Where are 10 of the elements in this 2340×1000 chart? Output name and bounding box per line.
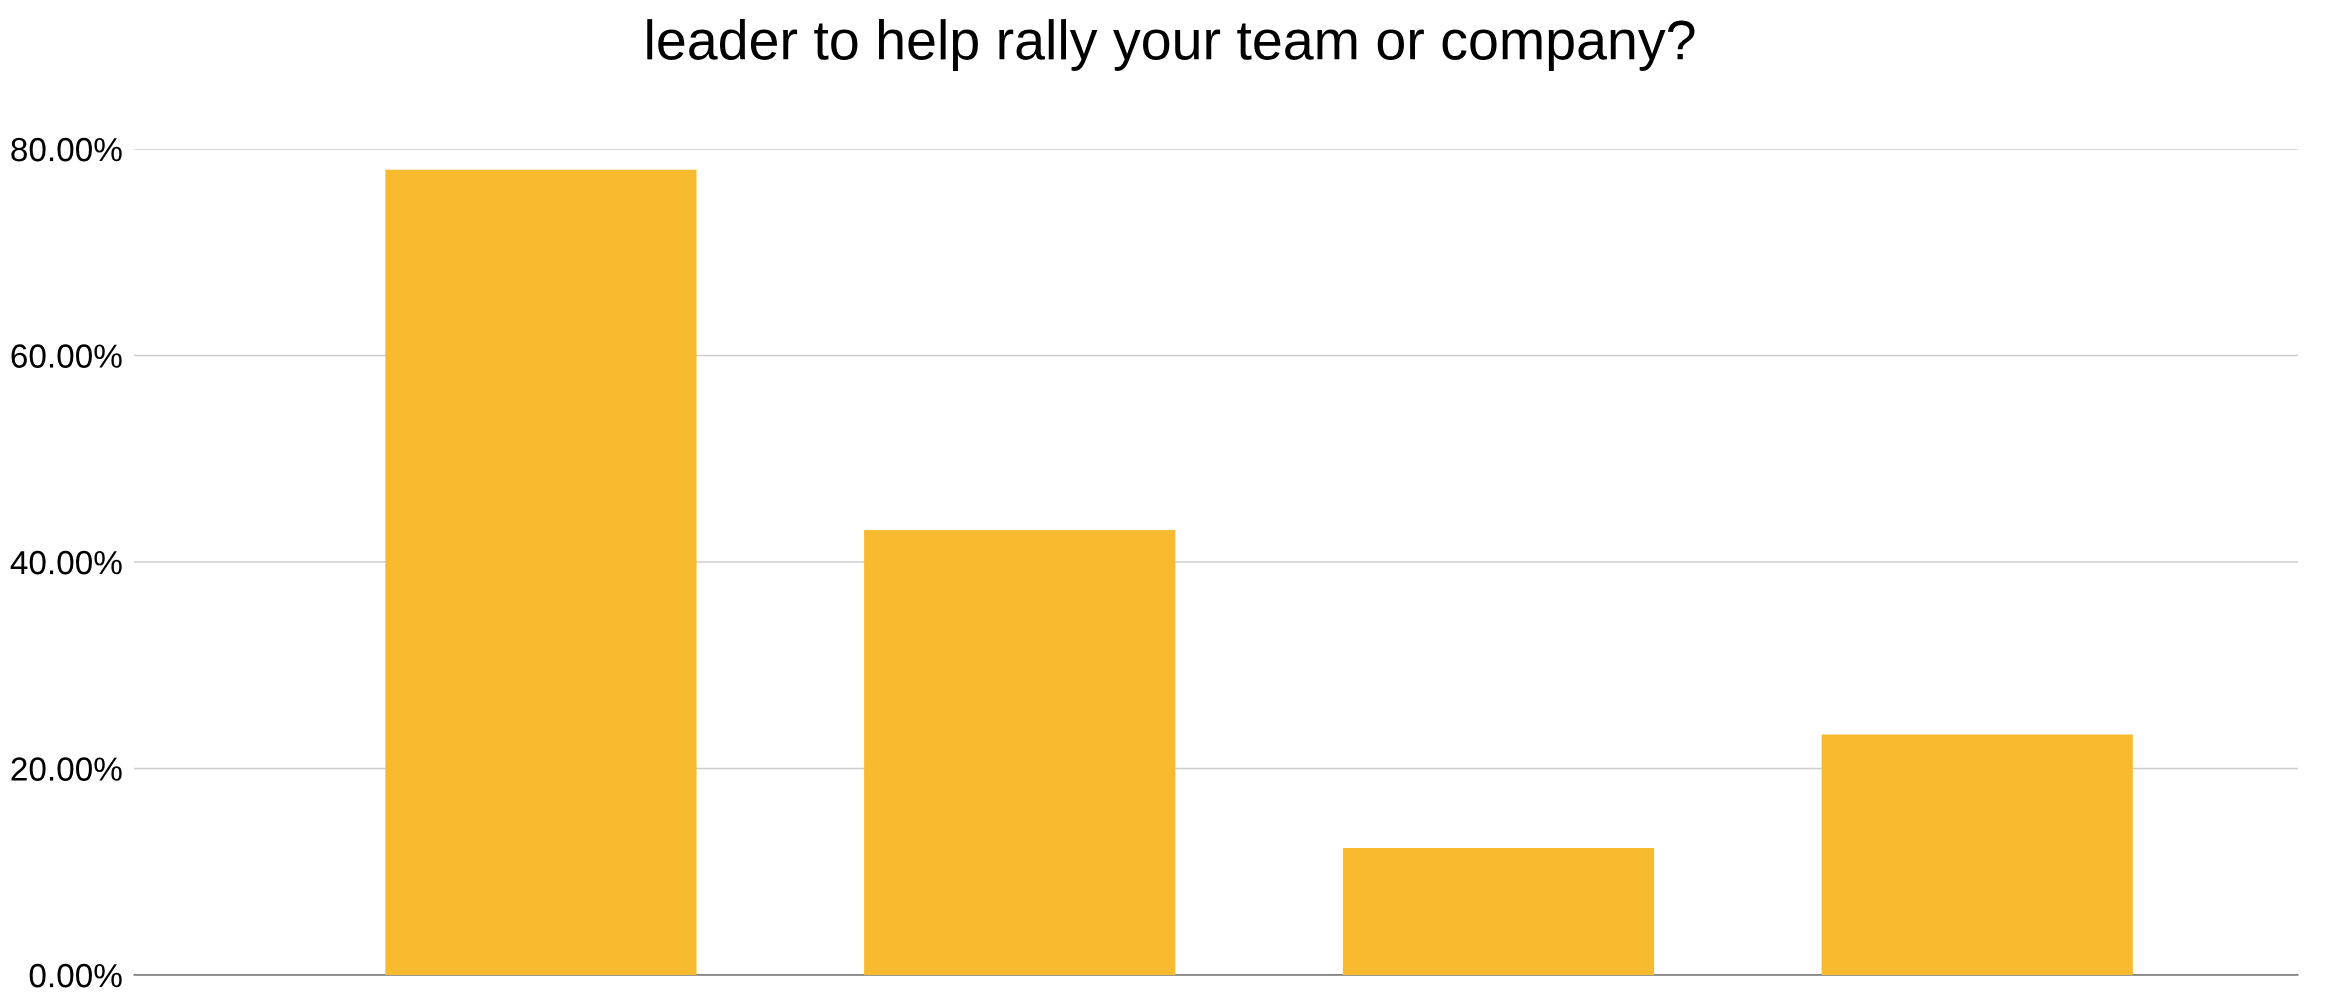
y-tick-label: 0.00% xyxy=(29,963,122,988)
y-tick-label: 40.00% xyxy=(10,550,122,575)
y-tick-label: 60.00% xyxy=(11,344,122,368)
y-tick-label: 20.00% xyxy=(11,757,122,781)
bar xyxy=(864,529,1176,975)
bar xyxy=(1342,848,1655,975)
chart-title: leader to help rally your team or company? xyxy=(647,19,1695,71)
bar xyxy=(385,169,697,975)
y-tick-label: 80.00% xyxy=(11,137,122,162)
bar xyxy=(1821,734,2133,975)
